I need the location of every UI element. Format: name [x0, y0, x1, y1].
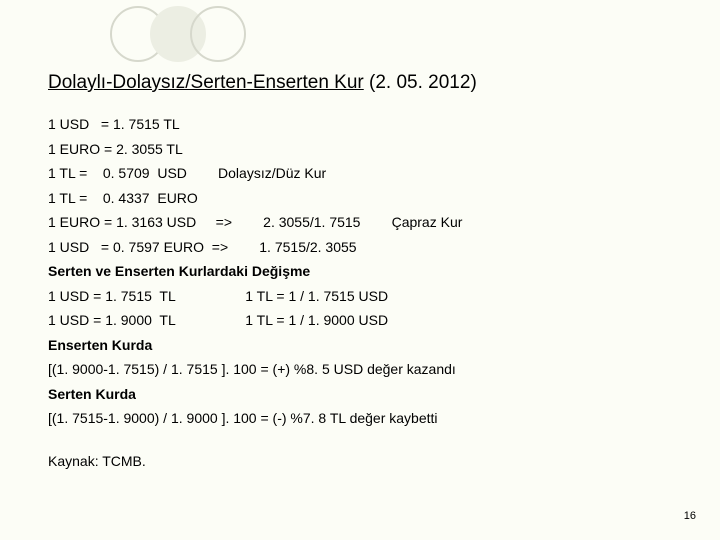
- body-line: Serten Kurda: [48, 382, 672, 407]
- title-date: (2. 05. 2012): [364, 72, 477, 93]
- body-line: 1 USD = 1. 7515 TL 1 TL = 1 / 1. 7515 US…: [48, 284, 672, 309]
- body-line: Serten ve Enserten Kurlardaki Değişme: [48, 259, 672, 284]
- decorative-circles: [110, 6, 320, 64]
- slide-content: Dolaylı-Dolaysız/Serten-Enserten Kur (2.…: [48, 72, 672, 473]
- body-line: [(1. 9000-1. 7515) / 1. 7515 ]. 100 = (+…: [48, 357, 672, 382]
- title-underlined: Dolaylı-Dolaysız/Serten-Enserten Kur: [48, 72, 364, 93]
- body-line: 1 EURO = 2. 3055 TL: [48, 137, 672, 162]
- body-line: 1 USD = 1. 7515 TL: [48, 112, 672, 137]
- body-line: Enserten Kurda: [48, 333, 672, 358]
- body-line: [(1. 7515-1. 9000) / 1. 9000 ]. 100 = (-…: [48, 406, 672, 431]
- body-lines: 1 USD = 1. 7515 TL1 EURO = 2. 3055 TL1 T…: [48, 112, 672, 431]
- body-line: 1 TL = 0. 4337 EURO: [48, 186, 672, 211]
- body-line: 1 USD = 1. 9000 TL 1 TL = 1 / 1. 9000 US…: [48, 308, 672, 333]
- footer-source: Kaynak: TCMB.: [48, 449, 672, 474]
- slide-title: Dolaylı-Dolaysız/Serten-Enserten Kur (2.…: [48, 72, 672, 94]
- page-number: 16: [684, 510, 696, 522]
- body-line: 1 USD = 0. 7597 EURO => 1. 7515/2. 3055: [48, 235, 672, 260]
- body-line: 1 TL = 0. 5709 USD Dolaysız/Düz Kur: [48, 161, 672, 186]
- body-line: 1 EURO = 1. 3163 USD => 2. 3055/1. 7515 …: [48, 210, 672, 235]
- circle-outline-2: [190, 6, 246, 62]
